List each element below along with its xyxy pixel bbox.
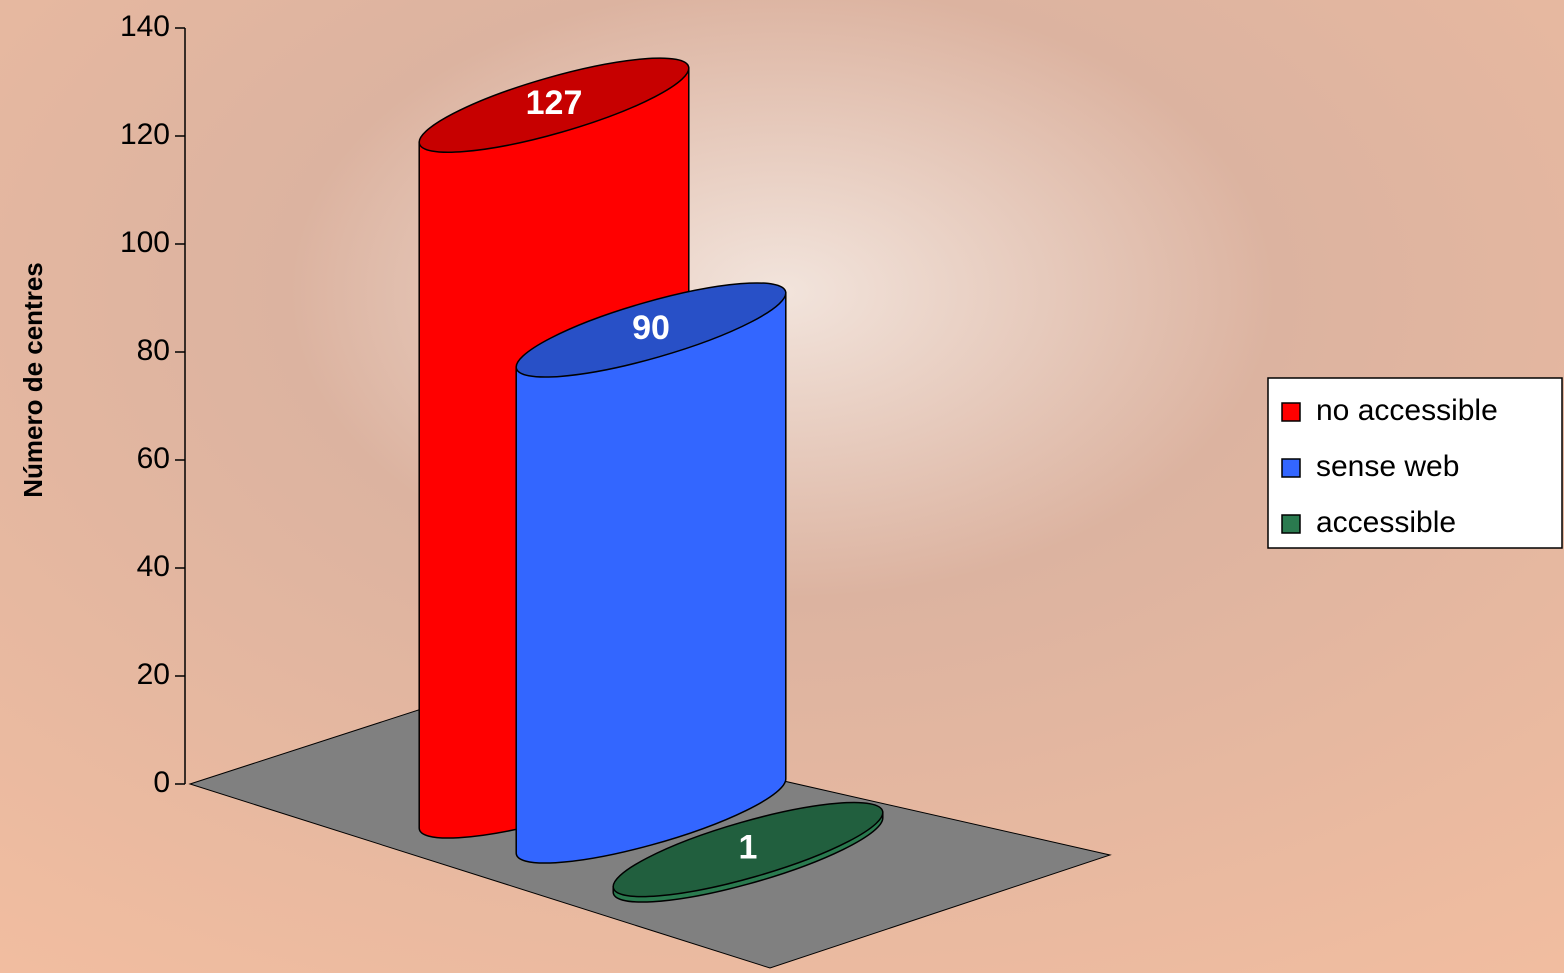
legend-label: sense web bbox=[1316, 450, 1459, 483]
legend-swatch bbox=[1281, 458, 1301, 478]
data-label: 90 bbox=[632, 309, 670, 347]
bar bbox=[515, 282, 787, 864]
legend bbox=[1267, 377, 1563, 549]
y-tick-label: 0 bbox=[153, 766, 170, 799]
bar-top bbox=[612, 801, 884, 898]
bar-top bbox=[418, 57, 690, 153]
legend-label: accessible bbox=[1316, 506, 1456, 539]
bar-side bbox=[515, 292, 787, 864]
y-tick-label: 120 bbox=[120, 118, 170, 151]
y-tick-label: 140 bbox=[120, 10, 170, 43]
y-tick-label: 40 bbox=[137, 550, 170, 583]
y-axis-title: Número de centres bbox=[18, 262, 48, 498]
legend-swatch bbox=[1281, 514, 1301, 534]
y-tick-label: 20 bbox=[137, 658, 170, 691]
plot: 127 90 1 bbox=[418, 57, 884, 903]
bar bbox=[612, 801, 884, 903]
legend-swatch bbox=[1281, 402, 1301, 422]
y-tick-label: 100 bbox=[120, 226, 170, 259]
data-label: 127 bbox=[526, 84, 583, 122]
data-label: 1 bbox=[739, 829, 758, 867]
legend-label: no accessible bbox=[1316, 394, 1498, 427]
y-tick-label: 80 bbox=[137, 334, 170, 367]
bar-top bbox=[515, 282, 787, 378]
y-tick-label: 60 bbox=[137, 442, 170, 475]
